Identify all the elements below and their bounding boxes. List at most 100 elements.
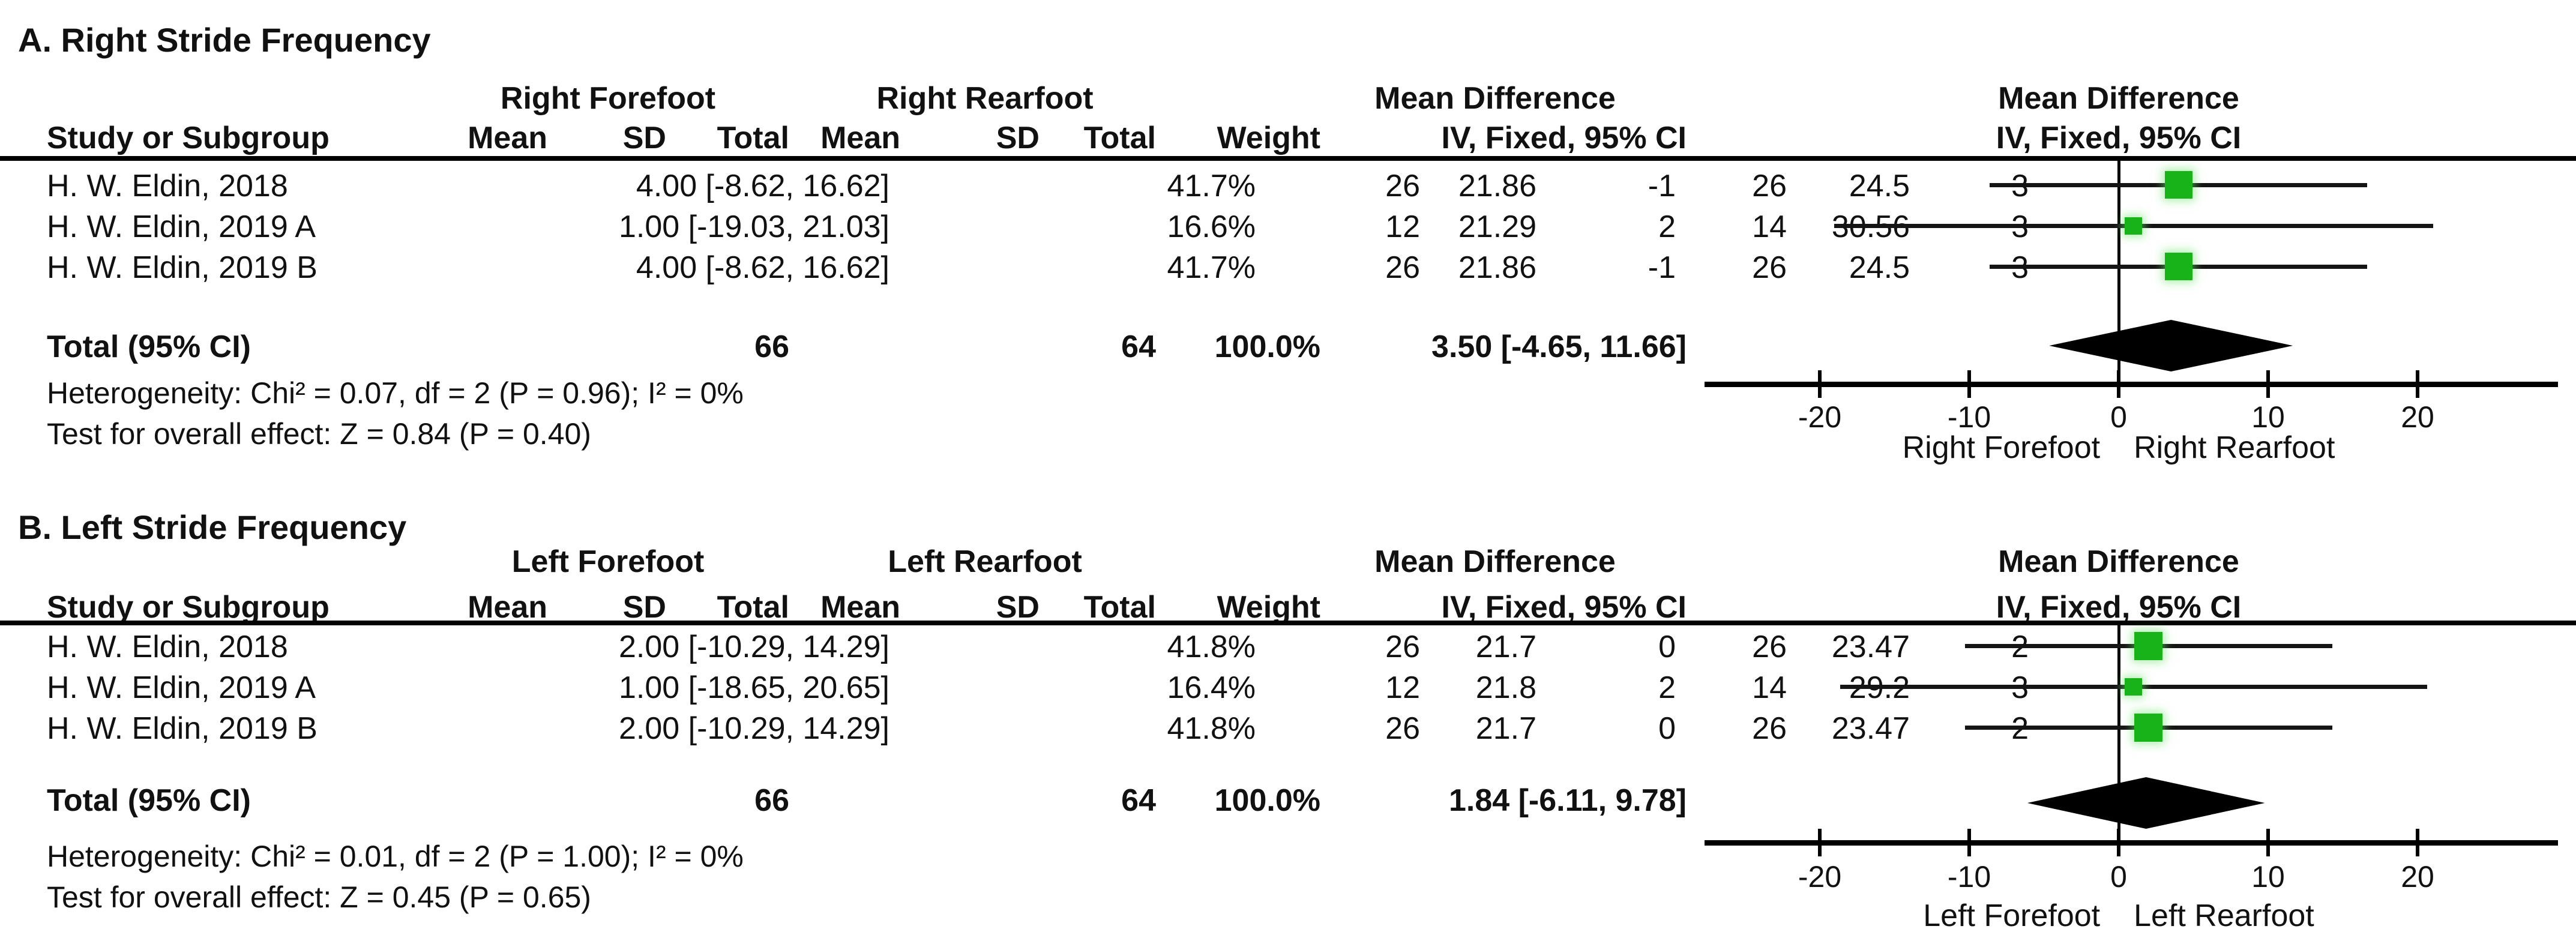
axis-tick bbox=[2416, 829, 2419, 856]
sd-cell-2: 21.86 bbox=[1458, 169, 1536, 203]
axis-label-left: Right Forefoot bbox=[1902, 430, 2101, 465]
group-header-mean-difference: Mean Difference bbox=[1374, 81, 1616, 116]
study-name: H. W. Eldin, 2018 bbox=[47, 169, 288, 203]
header-rule bbox=[0, 156, 2576, 161]
axis-tick-label: 20 bbox=[2401, 860, 2434, 894]
header-rule bbox=[0, 621, 2576, 625]
pooled-diamond bbox=[2027, 777, 2265, 829]
axis-tick-label: -20 bbox=[1798, 860, 1842, 894]
axis-tick-label: -10 bbox=[1947, 400, 1991, 434]
total-cell-1: 26 bbox=[1752, 169, 1787, 203]
col-header-total-2: Total bbox=[1083, 121, 1156, 155]
axis-footer-labels: Left Forefoot Left Rearfoot bbox=[1923, 898, 2314, 934]
col-header-mean-1: Mean bbox=[468, 590, 547, 625]
axis-tick bbox=[1818, 829, 1822, 856]
mean-cell-2: -1 bbox=[1648, 250, 1676, 285]
weight-cell: 41.7% bbox=[1167, 169, 1256, 203]
total-cell-2: 26 bbox=[1385, 711, 1420, 746]
study-name: H. W. Eldin, 2019 B bbox=[47, 711, 317, 746]
col-header-sd-2: SD bbox=[996, 590, 1040, 625]
axis-tick bbox=[1967, 829, 1971, 856]
plot-header-method: IV, Fixed, 95% CI bbox=[1996, 121, 2242, 155]
axis-tick-label: 10 bbox=[2251, 860, 2285, 894]
weight-cell: 41.7% bbox=[1167, 250, 1256, 285]
sd-cell-2: 21.7 bbox=[1475, 630, 1536, 664]
group-header-rearfoot: Right Rearfoot bbox=[876, 81, 1094, 116]
col-header-mean-2: Mean bbox=[820, 121, 900, 155]
heterogeneity-text: Heterogeneity: Chi² = 0.01, df = 2 (P = … bbox=[47, 840, 744, 873]
col-header-sd-2: SD bbox=[996, 121, 1040, 155]
ci-cell: 2.00 [-10.29, 14.29] bbox=[618, 711, 889, 746]
weight-cell: 16.4% bbox=[1167, 670, 1256, 705]
col-header-weight: Weight bbox=[1217, 590, 1320, 625]
axis-tick bbox=[2416, 370, 2419, 398]
axis-tick bbox=[2117, 829, 2120, 856]
sd-cell-1: 24.5 bbox=[1849, 169, 1910, 203]
total-label: Total (95% CI) bbox=[47, 783, 251, 818]
sd-cell-2: 21.86 bbox=[1458, 250, 1536, 285]
axis-label-right: Right Rearfoot bbox=[2134, 430, 2335, 465]
axis-tick bbox=[2117, 370, 2120, 398]
effect-square bbox=[2125, 217, 2143, 235]
col-header-sd-1: SD bbox=[622, 590, 666, 625]
total-n-forefoot: 66 bbox=[754, 329, 789, 364]
sd-cell-2: 21.8 bbox=[1475, 670, 1536, 705]
study-name: H. W. Eldin, 2018 bbox=[47, 630, 288, 664]
axis-tick-label: -10 bbox=[1947, 860, 1991, 894]
total-ci: 3.50 [-4.65, 11.66] bbox=[1431, 329, 1687, 364]
effect-square bbox=[2164, 171, 2192, 199]
axis-tick-label: 0 bbox=[2110, 860, 2127, 894]
study-name: H. W. Eldin, 2019 A bbox=[47, 670, 316, 705]
sd-cell-2: 21.7 bbox=[1475, 711, 1536, 746]
mean-cell-2: 2 bbox=[1658, 209, 1676, 244]
axis-tick bbox=[2266, 370, 2270, 398]
total-label: Total (95% CI) bbox=[47, 329, 251, 364]
ci-cell: 2.00 [-10.29, 14.29] bbox=[618, 630, 889, 664]
col-header-total-1: Total bbox=[717, 121, 789, 155]
x-axis-line bbox=[1705, 840, 2558, 846]
col-header-mean-2: Mean bbox=[820, 590, 900, 625]
total-cell-1: 26 bbox=[1752, 711, 1787, 746]
total-cell-1: 26 bbox=[1752, 250, 1787, 285]
total-cell-2: 26 bbox=[1385, 169, 1420, 203]
axis-footer-labels: Right Forefoot Right Rearfoot bbox=[1903, 430, 2335, 466]
col-header-study: Study or Subgroup bbox=[47, 121, 330, 155]
sd-cell-1: 23.47 bbox=[1831, 711, 1910, 746]
panel-a-title: A. Right Stride Frequency bbox=[18, 21, 431, 59]
effect-square bbox=[2134, 631, 2163, 660]
heterogeneity-text: Heterogeneity: Chi² = 0.07, df = 2 (P = … bbox=[47, 376, 744, 410]
group-header-rearfoot: Left Rearfoot bbox=[888, 544, 1082, 579]
plot-header-mean-difference: Mean Difference bbox=[1998, 544, 2239, 579]
effect-square bbox=[2134, 713, 2163, 742]
total-n-rearfoot: 64 bbox=[1121, 783, 1156, 818]
study-name: H. W. Eldin, 2019 B bbox=[47, 250, 317, 285]
axis-label-right: Left Rearfoot bbox=[2134, 898, 2314, 933]
col-header-sd-1: SD bbox=[622, 121, 666, 155]
weight-cell: 16.6% bbox=[1167, 209, 1256, 244]
plot-header-method: IV, Fixed, 95% CI bbox=[1996, 590, 2242, 625]
mean-cell-2: 2 bbox=[1658, 670, 1676, 705]
effect-square bbox=[2164, 253, 2192, 280]
col-header-ci: IV, Fixed, 95% CI bbox=[1441, 590, 1687, 625]
ci-cell: 4.00 [-8.62, 16.62] bbox=[636, 250, 889, 285]
mean-cell-2: -1 bbox=[1648, 169, 1676, 203]
ci-cell: 1.00 [-19.03, 21.03] bbox=[618, 209, 889, 244]
total-cell-1: 14 bbox=[1752, 670, 1787, 705]
overall-effect-text: Test for overall effect: Z = 0.45 (P = 0… bbox=[47, 880, 591, 914]
axis-label-left: Left Forefoot bbox=[1923, 898, 2101, 933]
col-header-total-1: Total bbox=[717, 590, 789, 625]
sd-cell-2: 21.29 bbox=[1458, 209, 1536, 244]
x-axis-line bbox=[1705, 382, 2558, 387]
total-cell-2: 26 bbox=[1385, 630, 1420, 664]
col-header-study: Study or Subgroup bbox=[47, 590, 330, 625]
group-header-forefoot: Left Forefoot bbox=[511, 544, 705, 579]
col-header-weight: Weight bbox=[1217, 121, 1320, 155]
group-header-forefoot: Right Forefoot bbox=[500, 81, 716, 116]
total-cell-2: 12 bbox=[1385, 209, 1420, 244]
study-name: H. W. Eldin, 2019 A bbox=[47, 209, 316, 244]
ci-cell: 4.00 [-8.62, 16.62] bbox=[636, 169, 889, 203]
axis-tick bbox=[1818, 370, 1822, 398]
total-weight: 100.0% bbox=[1214, 783, 1320, 818]
